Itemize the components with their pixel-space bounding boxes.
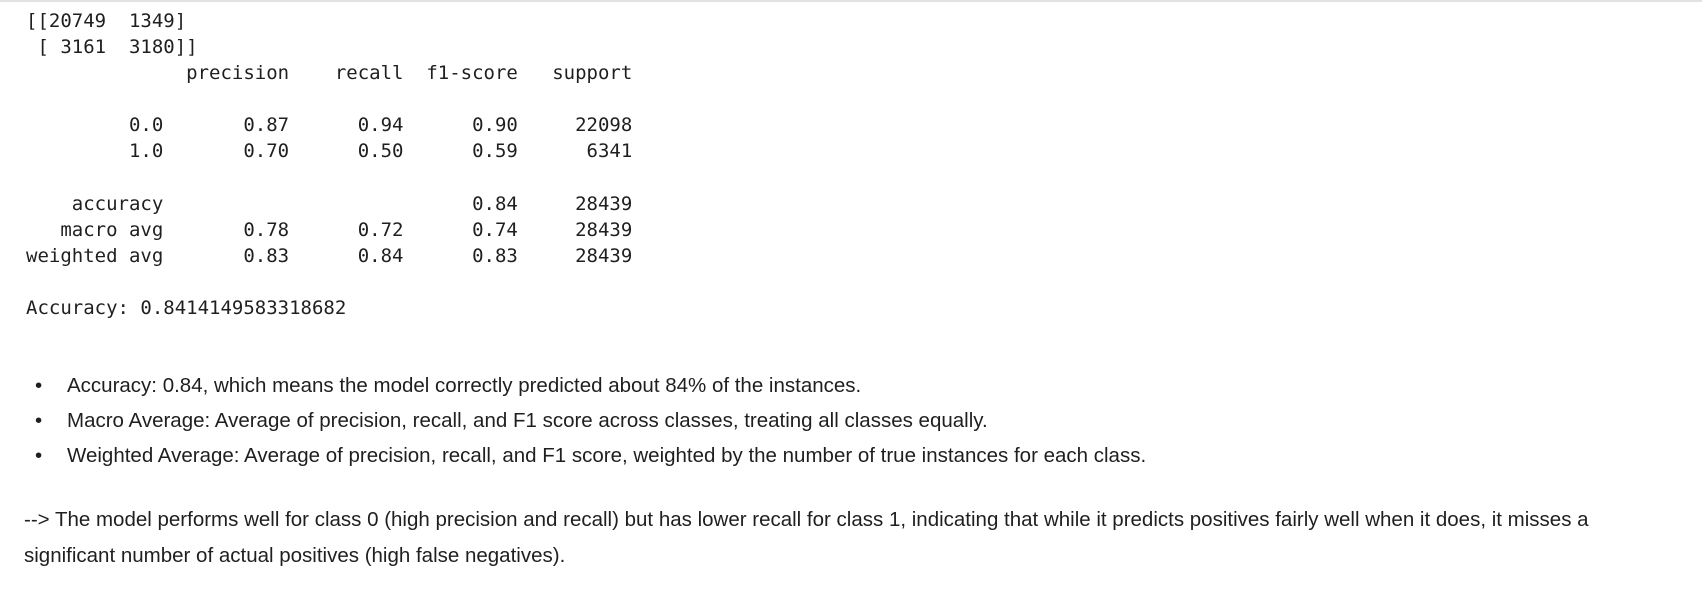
blank-line — [26, 269, 632, 295]
note-accuracy: Accuracy: 0.84, which means the model co… — [67, 374, 862, 397]
notes-section: • Accuracy: 0.84, which means the model c… — [24, 368, 1684, 473]
cell-top-border — [0, 0, 1702, 2]
report-row-weighted-avg: weighted avg 0.83 0.84 0.83 28439 — [26, 244, 633, 267]
blank-line — [26, 165, 632, 191]
report-header: precision recall f1-score support — [26, 62, 633, 85]
bullet-icon: • — [35, 444, 43, 467]
list-item: • Weighted Average: Average of precision,… — [24, 438, 1684, 473]
notes-list: • Accuracy: 0.84, which means the model c… — [24, 368, 1684, 473]
list-item: • Accuracy: 0.84, which means the model c… — [24, 368, 1684, 403]
note-weighted-average: Weighted Average: Average of precision, … — [67, 444, 1147, 467]
blank-line — [26, 86, 632, 112]
bullet-icon: • — [35, 409, 43, 432]
list-item: • Macro Average: Average of precision, re… — [24, 403, 1684, 438]
confusion-matrix-row-2: [ 3161 3180]] — [26, 36, 198, 59]
accuracy-printout: Accuracy: 0.8414149583318682 — [26, 297, 347, 320]
note-macro-average: Macro Average: Average of precision, rec… — [67, 409, 988, 432]
cell-output: [[20749 1349] [ 3161 3180]] precision re… — [26, 8, 632, 321]
report-row-macro-avg: macro avg 0.78 0.72 0.74 28439 — [26, 218, 633, 241]
report-row-class-0: 0.0 0.87 0.94 0.90 22098 — [26, 114, 633, 137]
bullet-icon: • — [35, 374, 43, 397]
report-row-accuracy: accuracy 0.84 28439 — [26, 192, 633, 215]
report-row-class-1: 1.0 0.70 0.50 0.59 6341 — [26, 140, 633, 163]
confusion-matrix-row-1: [[20749 1349] — [26, 10, 187, 32]
conclusion-paragraph: --> The model performs well for class 0 … — [24, 508, 1589, 567]
